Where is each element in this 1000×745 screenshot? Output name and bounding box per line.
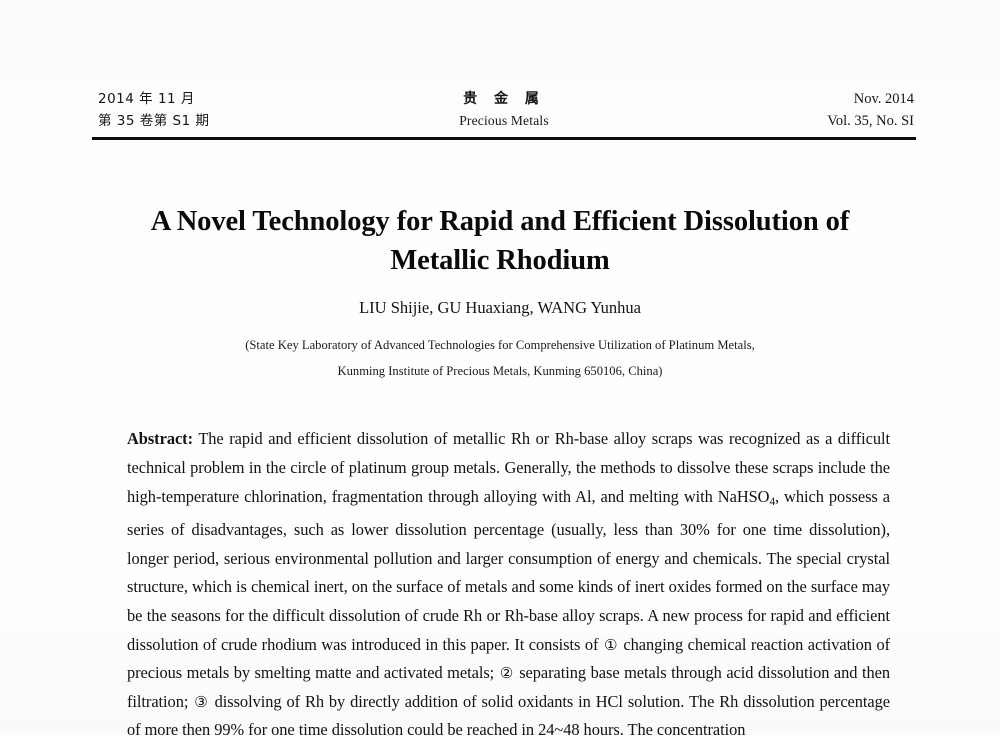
running-head-right: Nov. 2014 Vol. 35, No. SI bbox=[827, 88, 914, 132]
chemical-subscript: 4 bbox=[769, 495, 775, 508]
affiliation-block: (State Key Laboratory of Advanced Techno… bbox=[110, 332, 890, 384]
abstract-text-part-4: separating base metals through acid diss… bbox=[127, 663, 890, 711]
abstract-paragraph: Abstract: The rapid and efficient dissol… bbox=[127, 425, 890, 745]
abstract-text-part-1: The rapid and efficient dissolution of m… bbox=[127, 429, 890, 506]
affiliation-line-2: Kunming Institute of Precious Metals, Ku… bbox=[337, 364, 663, 378]
volume-issue-cjk: 第 35 卷第 S1 期 bbox=[98, 113, 210, 129]
volume-issue-en: Vol. 35, No. SI bbox=[827, 113, 914, 129]
running-head-left: 2014 年 11 月 第 35 卷第 S1 期 bbox=[98, 88, 210, 132]
abstract-text-part-3: changing chemical reaction activation of… bbox=[127, 634, 891, 683]
abstract-text-part-5: dissolving of Rh by directly addition of… bbox=[127, 691, 891, 740]
journal-title-cjk: 贵 金 属 bbox=[463, 91, 545, 107]
running-head-center: 贵 金 属 Precious Metals bbox=[92, 88, 916, 132]
article-title-line-2: Metallic Rhodium bbox=[390, 245, 610, 276]
article-title: A Novel Technology for Rapid and Efficie… bbox=[120, 202, 880, 280]
article-title-line-1: A Novel Technology for Rapid and Efficie… bbox=[150, 206, 850, 237]
abstract-label: Abstract: bbox=[127, 429, 194, 449]
circled-number-two-icon: ② bbox=[499, 664, 514, 683]
journal-title-en: Precious Metals bbox=[459, 113, 549, 128]
circled-number-three-icon: ③ bbox=[194, 692, 209, 711]
circled-number-one-icon: ① bbox=[603, 635, 618, 654]
abstract-text-part-2: , which possess a series of disadvantage… bbox=[127, 486, 890, 654]
issue-date-cjk: 2014 年 11 月 bbox=[98, 91, 195, 107]
running-head: 2014 年 11 月 第 35 卷第 S1 期 贵 金 属 Precious … bbox=[92, 88, 916, 134]
affiliation-line-1: (State Key Laboratory of Advanced Techno… bbox=[245, 338, 755, 352]
header-rule-divider bbox=[92, 137, 916, 140]
author-list: LIU Shijie, GU Huaxiang, WANG Yunhua bbox=[359, 298, 641, 317]
issue-date-en: Nov. 2014 bbox=[853, 91, 914, 107]
